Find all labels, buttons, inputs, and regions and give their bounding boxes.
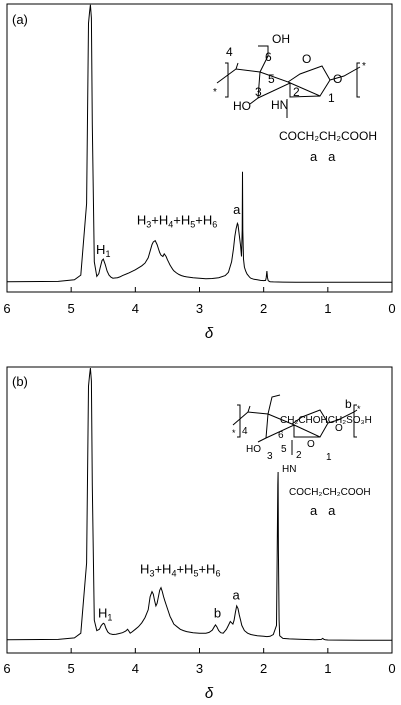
ch-chain-b: CH₂CHOHCH₂SO₃H	[280, 415, 372, 426]
side-chain-b: COCH₂CH₂COOH	[289, 487, 371, 498]
hn-b: HN	[282, 464, 296, 475]
peak-label-2: b	[214, 606, 221, 621]
structure-text-b: b CH₂CHOHCH₂SO₃H 4 6 5 3 2 1 O O HO HN C…	[232, 397, 372, 518]
x-axis-label-a: δ	[205, 325, 214, 342]
repeat-bracket-left-a	[225, 62, 229, 98]
ring-label-1-b: 1	[326, 452, 332, 463]
ring-label-2-a: 2	[293, 85, 300, 99]
ring-label-5-b: 5	[281, 444, 287, 455]
ring-oxygen-a: O	[302, 52, 311, 66]
peak-label-2: a	[233, 202, 241, 217]
ring-label-3-b: 3	[267, 451, 273, 462]
x-tick-label-5: 5	[68, 661, 75, 676]
star-right-a: *	[362, 61, 366, 72]
x-tick-label-3: 3	[196, 661, 203, 676]
x-tick-label-0: 0	[388, 661, 395, 676]
peak-annotations-b: H1 H3+H4+H5+H6 ba	[98, 561, 240, 622]
x-tick-label-6: 6	[3, 301, 10, 316]
hn-a: HN	[271, 98, 288, 112]
ring-label-6-a: 6	[265, 50, 272, 64]
ring-label-5-a: 5	[268, 72, 275, 86]
spectrum-panel-a: (a) 6 5 4 3 2 1 0 H1 H3+H4+H5+H6 a δ 4 6 5 3 2 1…	[3, 3, 396, 342]
ring-label-6-b: 6	[278, 430, 284, 441]
x-tick-label-4: 4	[132, 301, 139, 316]
x-tick-label-1: 1	[324, 661, 331, 676]
side-marks-a: a a	[310, 149, 336, 164]
ring-label-4-a: 4	[226, 45, 233, 59]
chemical-structure-a	[216, 45, 361, 118]
star-right-b: *	[357, 404, 361, 414]
ring-label-1-a: 1	[328, 91, 335, 105]
side-chain-a: COCH₂CH₂COOH	[279, 129, 377, 143]
peak-label-0: H1	[98, 606, 112, 623]
ho-left-b: HO	[246, 444, 261, 455]
spectrum-line-a	[6, 4, 392, 283]
ring-bonds-b	[232, 394, 358, 455]
ring-label-2-b: 2	[296, 450, 302, 461]
peak-label-3: a	[232, 587, 240, 602]
peak-label-1: H3+H4+H5+H6	[137, 213, 217, 230]
structure-text-a: 4 6 5 3 2 1 OH O O HO HN COCH₂CH₂COOH a …	[213, 32, 377, 164]
ring-label-4-b: 4	[242, 426, 248, 437]
x-tick-label-2: 2	[260, 661, 267, 676]
repeat-bracket-right-a	[356, 62, 360, 98]
x-tick-label-2: 2	[260, 301, 267, 316]
chemical-structure-b	[232, 394, 358, 455]
plot-frame-a	[6, 3, 393, 293]
star-left-a: *	[213, 87, 217, 98]
star-left-b: *	[232, 428, 236, 438]
x-tick-label-5: 5	[68, 301, 75, 316]
panel-label-a: (a)	[12, 12, 28, 27]
x-axis-ticks-a: 6 5 4 3 2 1 0	[3, 287, 396, 316]
peak-label-0: H1	[96, 242, 110, 259]
x-tick-label-4: 4	[132, 661, 139, 676]
linker-oxygen-a: O	[333, 72, 342, 86]
repeat-bracket-left-b	[237, 404, 241, 438]
x-axis-ticks-b: 6 5 4 3 2 1 0	[3, 648, 396, 676]
x-tick-label-1: 1	[324, 301, 331, 316]
ring-label-3-a: 3	[255, 85, 262, 99]
x-tick-label-6: 6	[3, 661, 10, 676]
panel-label-b: (b)	[12, 374, 28, 389]
ring-oxygen-b: O	[307, 439, 315, 450]
x-axis-label-b: δ	[205, 685, 214, 702]
linker-oxygen-b: O	[335, 423, 343, 434]
peak-annotations-a: H1 H3+H4+H5+H6 a	[96, 202, 241, 259]
side-marks-b: a a	[310, 503, 336, 518]
top-label-b: b	[345, 397, 352, 411]
x-tick-label-0: 0	[388, 301, 395, 316]
x-tick-label-3: 3	[196, 301, 203, 316]
ring-bonds-a	[216, 45, 361, 118]
repeat-bracket-right-b	[353, 404, 357, 438]
spectrum-line-b	[6, 367, 392, 641]
oh-top-a: OH	[272, 32, 290, 46]
ho-left-a: HO	[233, 99, 251, 113]
peak-label-1: H3+H4+H5+H6	[140, 561, 220, 578]
